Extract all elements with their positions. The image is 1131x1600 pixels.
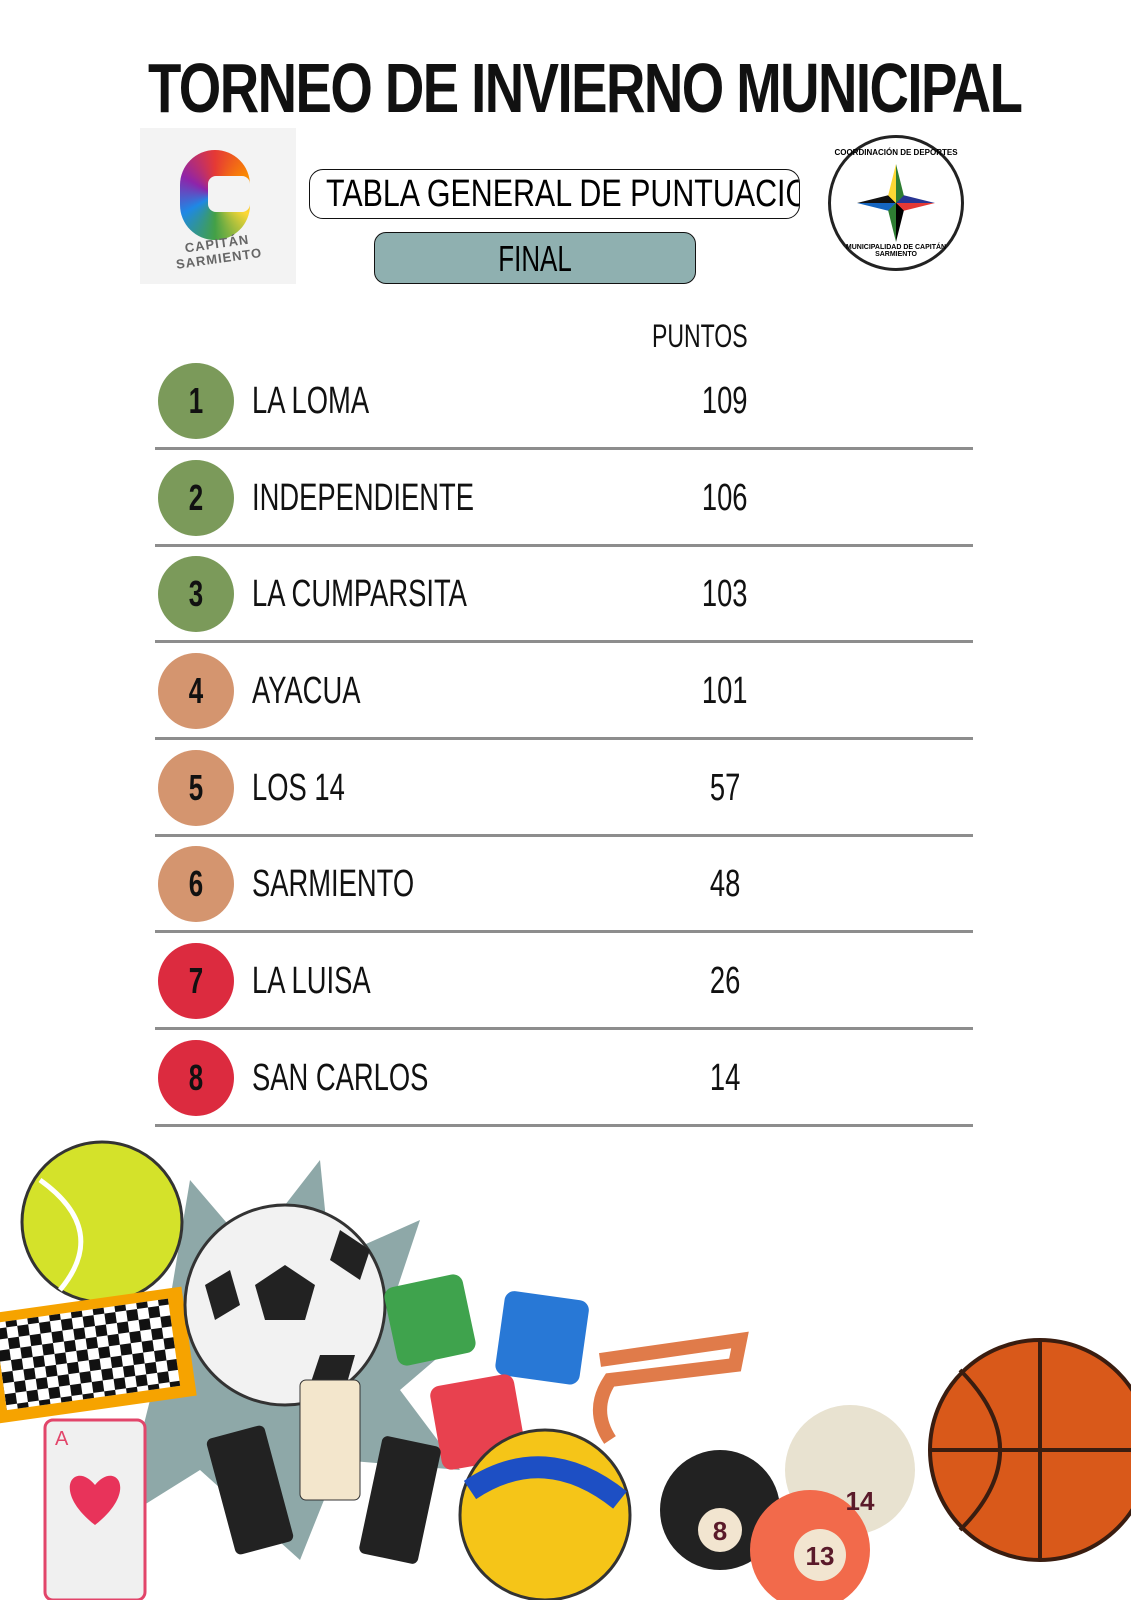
page-title: TORNEO DE INVIERNO MUNICIPAL xyxy=(148,49,1023,127)
domino-icon xyxy=(299,1379,361,1501)
standings-row: 7 LA LUISA 26 xyxy=(155,938,973,1035)
green-die-icon xyxy=(384,1274,476,1366)
blue-die-icon xyxy=(495,1291,589,1385)
standings-row: 3 LA CUMPARSITA 103 xyxy=(155,551,973,648)
domino-black-icon xyxy=(206,1425,294,1555)
team-name: LA LUISA xyxy=(252,960,371,1002)
team-points: 48 xyxy=(709,863,741,905)
seal-top-text: COORDINACIÓN DE DEPORTES xyxy=(834,148,958,157)
row-divider xyxy=(155,640,973,643)
team-name: SARMIENTO xyxy=(252,863,415,905)
team-name: LA LOMA xyxy=(252,380,370,422)
position-badge: 7 xyxy=(158,943,234,1019)
team-points: 109 xyxy=(702,380,748,422)
points-column-header: PUNTOS xyxy=(652,318,748,354)
hockey-stick-icon xyxy=(593,1331,749,1444)
team-name: AYACUA xyxy=(252,670,361,712)
position-badge: 4 xyxy=(158,653,234,729)
row-divider xyxy=(155,834,973,837)
row-divider xyxy=(155,930,973,933)
position-badge: 1 xyxy=(158,363,234,439)
team-points: 101 xyxy=(702,670,748,712)
volleyball-icon xyxy=(458,1428,632,1600)
stage-badge: FINAL xyxy=(374,232,696,284)
row-divider xyxy=(155,447,973,450)
team-name: LA CUMPARSITA xyxy=(252,573,467,615)
standings-row: 8 SAN CARLOS 14 xyxy=(155,1035,973,1132)
tennis-ball-icon xyxy=(20,1140,184,1304)
team-points: 26 xyxy=(709,960,741,1002)
team-points: 103 xyxy=(702,573,748,615)
sports-illustration: A 8 13 14 xyxy=(0,1140,1131,1600)
standings-row: 5 LOS 14 57 xyxy=(155,745,973,842)
standings-row: 4 AYACUA 101 xyxy=(155,648,973,745)
standings-row: 6 SARMIENTO 48 xyxy=(155,841,973,938)
row-divider xyxy=(155,1124,973,1127)
row-divider xyxy=(155,1027,973,1030)
row-divider xyxy=(155,737,973,740)
star-emblem-icon xyxy=(857,164,935,242)
ball-14-label: 14 xyxy=(846,1486,875,1516)
standings-row: 2 INDEPENDIENTE 106 xyxy=(155,455,973,552)
team-name: LOS 14 xyxy=(252,767,345,809)
capitan-sarmiento-logo: CAPITÁN SARMIENTO xyxy=(140,128,296,284)
position-badge: 8 xyxy=(158,1040,234,1116)
team-points: 57 xyxy=(709,767,741,809)
standings-row: 1 LA LOMA 109 xyxy=(155,358,973,455)
card-letter: A xyxy=(55,1428,69,1450)
chessboard-icon xyxy=(0,1286,197,1424)
domino-black-icon xyxy=(359,1436,441,1564)
pin-logo-icon xyxy=(180,150,250,240)
team-points: 106 xyxy=(702,477,748,519)
ball-13-label: 13 xyxy=(806,1541,835,1571)
team-points: 14 xyxy=(709,1057,741,1099)
position-badge: 3 xyxy=(158,556,234,632)
position-badge: 5 xyxy=(158,750,234,826)
position-badge: 2 xyxy=(158,460,234,536)
team-name: SAN CARLOS xyxy=(252,1057,429,1099)
seal-bottom-text: MUNICIPALIDAD DE CAPITÁN SARMIENTO xyxy=(845,244,947,258)
row-divider xyxy=(155,544,973,547)
ball-8-label: 8 xyxy=(713,1516,727,1546)
coordinacion-deportes-seal: COORDINACIÓN DE DEPORTES MUNICIPALIDAD D… xyxy=(828,135,964,271)
team-name: INDEPENDIENTE xyxy=(252,477,474,519)
position-badge: 6 xyxy=(158,846,234,922)
table-subtitle: TABLA GENERAL DE PUNTUACION xyxy=(309,169,800,219)
